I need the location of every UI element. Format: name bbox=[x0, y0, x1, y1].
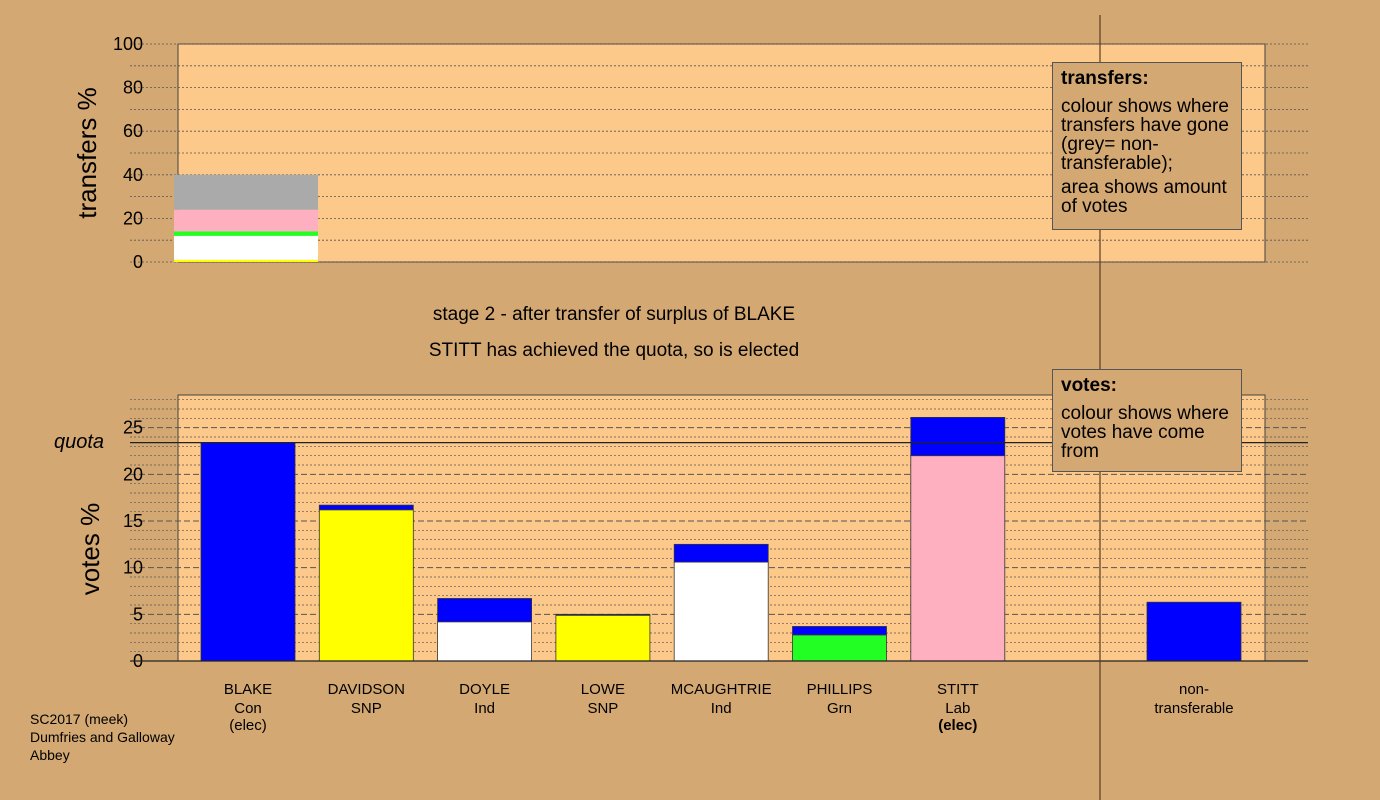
transfer-segment-ind bbox=[174, 235, 318, 260]
bar-lowe-segment-snp bbox=[555, 614, 651, 662]
candidate-name-label: LOWE bbox=[581, 681, 625, 698]
transfers-y-tick-label: 100 bbox=[113, 34, 143, 54]
candidate-name-label: STITT bbox=[937, 681, 979, 698]
transfers-legend-title: transfers: bbox=[1061, 68, 1149, 89]
bar-nontransferable-segment-con bbox=[1146, 601, 1242, 662]
candidate-party-label: Ind bbox=[474, 700, 495, 717]
bar-stitt-segment-con bbox=[910, 416, 1006, 457]
bar-stitt-segment-lab bbox=[910, 455, 1006, 662]
bar-davidson-segment-snp bbox=[318, 509, 414, 662]
votes-y-tick-label: 20 bbox=[123, 464, 143, 484]
votes-legend: votes: colour shows where votes have com… bbox=[1052, 369, 1242, 472]
transfers-legend: transfers: colour shows where transfers … bbox=[1052, 62, 1242, 230]
bar-lowe-segment-con bbox=[555, 613, 651, 616]
candidate-status-label: (elec) bbox=[229, 717, 267, 734]
transfer-segment-nontransferable bbox=[174, 174, 318, 210]
bar-mcaughtrie-segment-con bbox=[673, 543, 769, 563]
candidate-name-label: BLAKE bbox=[224, 681, 272, 698]
transfers-legend-text-2: area shows amount of votes bbox=[1061, 177, 1227, 217]
transfer-segment-lab bbox=[174, 209, 318, 232]
bar-davidson-segment-con bbox=[318, 504, 414, 511]
votes-y-tick-label: 15 bbox=[123, 511, 143, 531]
footer-ward: Abbey bbox=[30, 747, 70, 763]
nontransferable-label: transferable bbox=[1154, 700, 1233, 717]
bar-mcaughtrie-segment-ind bbox=[673, 561, 769, 662]
votes-legend-title: votes: bbox=[1061, 375, 1117, 396]
quota-label: quota bbox=[54, 431, 105, 453]
votes-y-tick-label: 10 bbox=[123, 558, 143, 578]
candidate-name-label: DAVIDSON bbox=[328, 681, 405, 698]
stage-description: stage 2 - after transfer of surplus of B… bbox=[432, 304, 796, 325]
transfer-segment-grn bbox=[174, 231, 318, 236]
candidate-party-label: Ind bbox=[711, 700, 732, 717]
transfers-y-tick-label: 40 bbox=[123, 165, 143, 185]
footer-election: SC2017 (meek) bbox=[30, 711, 129, 727]
votes-legend-text: colour shows where votes have come from bbox=[1061, 403, 1229, 462]
bar-phillips-segment-grn bbox=[792, 634, 887, 662]
votes-y-tick-label: 5 bbox=[133, 604, 143, 624]
candidate-status-label: (elec) bbox=[938, 717, 977, 734]
election-status: STITT has achieved the quota, so is elec… bbox=[428, 340, 800, 361]
votes-y-axis-title: votes % bbox=[75, 503, 105, 596]
transfers-y-tick-label: 0 bbox=[133, 252, 143, 272]
candidate-name-label: PHILLIPS bbox=[807, 681, 873, 698]
transfers-y-axis-title: transfers % bbox=[72, 87, 102, 219]
bar-phillips-segment-con bbox=[792, 626, 887, 636]
candidate-party-label: Lab bbox=[945, 700, 970, 717]
votes-y-tick-label: 25 bbox=[123, 418, 143, 438]
transfers-y-tick-label: 60 bbox=[123, 121, 143, 141]
bar-doyle-segment-ind bbox=[437, 621, 533, 662]
candidate-party-label: Con bbox=[234, 700, 262, 717]
candidate-party-label: SNP bbox=[351, 700, 382, 717]
candidate-party-label: Grn bbox=[827, 700, 852, 717]
transfers-y-tick-label: 20 bbox=[123, 208, 143, 228]
transfers-legend-text-1: colour shows where transfers have gone (… bbox=[1061, 96, 1229, 174]
transfer-segment-snp bbox=[174, 259, 318, 262]
candidate-party-label: SNP bbox=[587, 700, 618, 717]
candidate-name-label: MCAUGHTRIE bbox=[671, 681, 772, 698]
nontransferable-label: non- bbox=[1179, 681, 1209, 698]
bar-blake-segment-con bbox=[200, 442, 296, 662]
footer-region: Dumfries and Galloway bbox=[30, 729, 175, 745]
footer-info: SC2017 (meek) Dumfries and Galloway Abbe… bbox=[30, 710, 175, 764]
transfers-y-tick-label: 80 bbox=[123, 78, 143, 98]
bar-doyle-segment-con bbox=[437, 598, 533, 623]
candidate-name-label: DOYLE bbox=[459, 681, 510, 698]
